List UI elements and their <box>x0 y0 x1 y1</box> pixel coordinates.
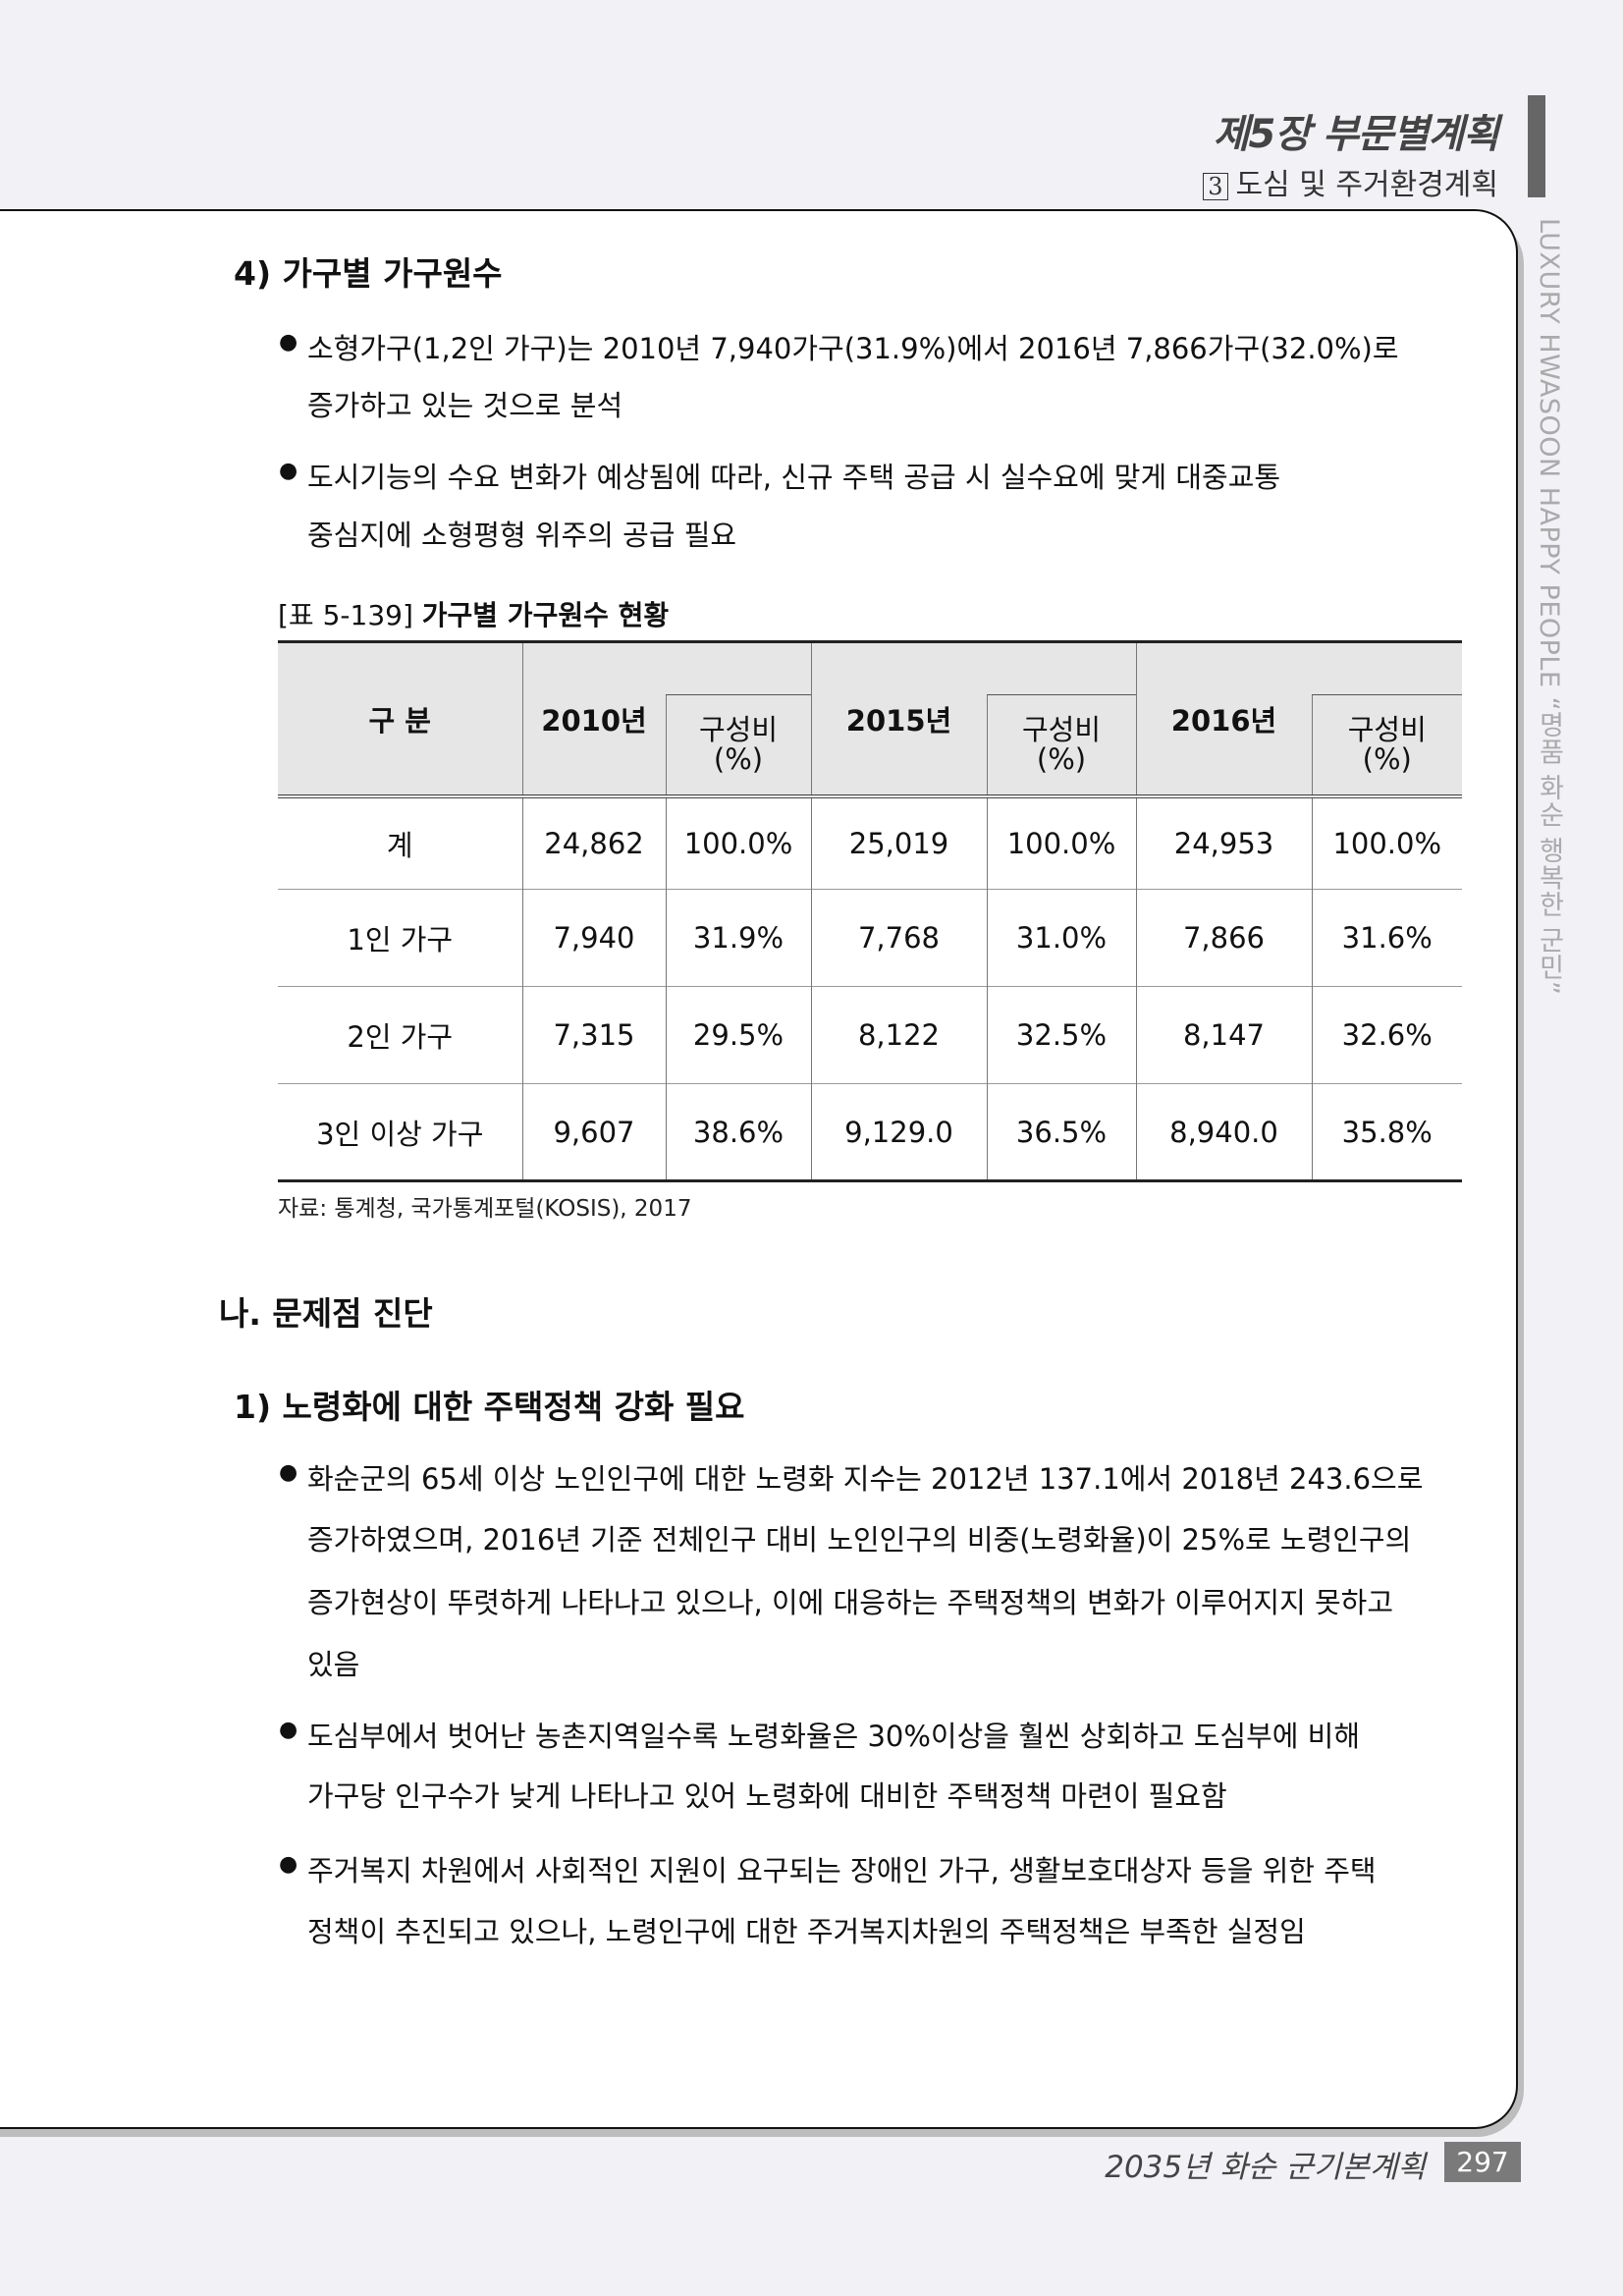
row-label: 계 <box>278 795 523 890</box>
table-cell: 9,129.0 <box>811 1083 988 1181</box>
table-source: 자료: 통계청, 국가통계포털(KOSIS), 2017 <box>278 1196 692 1222</box>
header-ratio: 구성비 (%) <box>986 694 1137 796</box>
chapter-title: 제5장 부문별계획 <box>1213 112 1499 157</box>
table-row: 3인 이상 가구 9,607 38.6% 9,129.0 36.5% 8,940.0 35.… <box>278 1083 1462 1181</box>
table-cell: 24,862 <box>522 795 667 890</box>
header-2015: 2015년 <box>845 703 952 738</box>
table-cell: 32.6% <box>1341 1018 1433 1052</box>
section-heading: 나. 문제점 진단 <box>219 1294 433 1333</box>
sub-heading: 1) 노령화에 대한 주택정책 강화 필요 <box>234 1388 745 1426</box>
bullet-icon: ● <box>279 1718 298 1742</box>
table-cell: 32.5% <box>987 986 1137 1084</box>
text-line: 증가하였으며, 2016년 기준 전체인구 대비 노인인구의 비중(노령화율)이… <box>307 1523 1412 1557</box>
row-label: 1인 가구 <box>278 889 523 987</box>
table-cell: 8,122 <box>811 986 988 1084</box>
table-cell: 8,940.0 <box>1136 1083 1313 1181</box>
bullet-icon: ● <box>279 1852 298 1877</box>
table-number: [표 5-139] <box>278 599 413 631</box>
table-cell: 7,866 <box>1136 889 1313 987</box>
section-label: 도심 및 주거환경계획 <box>1235 168 1498 202</box>
table-cell: 38.6% <box>666 1083 812 1181</box>
footer-title: 2035년 화순 군기본계획 <box>1105 2150 1426 2185</box>
bullet-icon: ● <box>279 1460 298 1485</box>
table-row: 2인 가구 7,315 29.5% 8,122 32.5% 8,147 32.6% <box>278 986 1462 1084</box>
table-cell: 31.6% <box>1341 921 1433 955</box>
table-row: 1인 가구 7,940 31.9% 7,768 31.0% 7,866 31.6% <box>278 889 1462 987</box>
section-number: 3 <box>1203 173 1228 200</box>
text-line: 중심지에 소형평형 위주의 공급 필요 <box>307 519 737 552</box>
table-cell: 100.0% <box>1332 826 1442 860</box>
table-cell: 25,019 <box>811 795 988 890</box>
text-line: 있음 <box>307 1648 360 1681</box>
table-cell: 29.5% <box>666 986 812 1084</box>
table-cell: 7,768 <box>811 889 988 987</box>
header-ratio: 구성비 (%) <box>665 694 812 796</box>
text-line: 증가하고 있는 것으로 분석 <box>307 389 623 422</box>
header-bar <box>1528 95 1545 197</box>
row-label: 2인 가구 <box>278 986 523 1084</box>
header-2016: 2016년 <box>1170 703 1277 738</box>
household-table: 구 분 2010년 2015년 2016년 구성비 (%) 구성비 (%) 구성비(… <box>278 640 1462 1182</box>
table-cell: 24,953 <box>1136 795 1313 890</box>
table-cell: 8,147 <box>1136 986 1313 1084</box>
section-heading: 4) 가구별 가구원수 <box>234 254 503 293</box>
table-row: 계 24,862 100.0% 25,019 100.0% 24,953 100.0% <box>278 795 1462 890</box>
table-cell: 9,607 <box>522 1083 667 1181</box>
text-line: 도시기능의 수요 변화가 예상됨에 따라, 신규 주택 공급 시 실수요에 맞게… <box>307 461 1281 494</box>
bullet-icon: ● <box>279 330 298 355</box>
table-caption-text: 가구별 가구원수 현황 <box>421 599 670 631</box>
text-line: 도심부에서 벗어난 농촌지역일수록 노령화율은 30%이상을 훨씬 상회하고 도… <box>307 1720 1361 1753</box>
table-cell: 7,940 <box>522 889 667 987</box>
header-2010: 2010년 <box>541 703 647 738</box>
table-cell: 100.0% <box>666 795 812 890</box>
header-ratio: 구성비 (%) <box>1311 694 1462 796</box>
table-cell: 31.0% <box>987 889 1137 987</box>
text-line: 화순군의 65세 이상 노인인구에 대한 노령화 지수는 2012년 137.1… <box>307 1462 1424 1496</box>
page-number: 297 <box>1444 2142 1521 2182</box>
table-cell: 35.8% <box>1341 1115 1433 1149</box>
text-line: 가구당 인구수가 낮게 나타나고 있어 노령화에 대비한 주택정책 마련이 필요… <box>307 1779 1227 1813</box>
section-title: 3 도심 및 주거환경계획 <box>1203 160 1498 203</box>
side-slogan: LUXURY HWASOON HAPPY PEOPLE “명품 화순 행복한 군… <box>1534 218 1564 996</box>
row-label: 3인 이상 가구 <box>278 1083 523 1181</box>
text-line: 증가현상이 뚜렷하게 나타나고 있으나, 이에 대응하는 주택정책의 변화가 이… <box>307 1586 1394 1619</box>
text-line: 소형가구(1,2인 가구)는 2010년 7,940가구(31.9%)에서 20… <box>307 332 1399 365</box>
table-cell: 100.0% <box>987 795 1137 890</box>
text-line: 정책이 추진되고 있으나, 노령인구에 대한 주거복지차원의 주택정책은 부족한… <box>307 1915 1306 1948</box>
header-category: 구 분 <box>278 641 523 796</box>
table-cell: 7,315 <box>522 986 667 1084</box>
table-cell: 31.9% <box>666 889 812 987</box>
table-cell: 36.5% <box>987 1083 1137 1181</box>
bullet-icon: ● <box>279 459 298 483</box>
text-line: 주거복지 차원에서 사회적인 지원이 요구되는 장애인 가구, 생활보호대상자 … <box>307 1854 1377 1887</box>
table-caption: [표 5-139] 가구별 가구원수 현황 <box>278 594 669 633</box>
